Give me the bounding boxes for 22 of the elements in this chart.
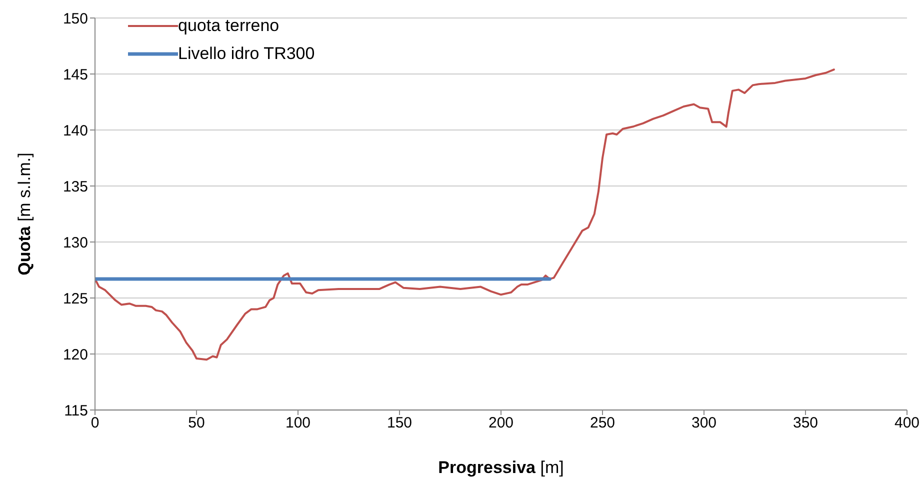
x-tick-label: 100: [285, 414, 311, 432]
y-tick-label: 140: [62, 122, 88, 140]
y-tick-label: 115: [64, 402, 88, 420]
legend-label: quota terreno: [178, 15, 280, 37]
y-tick-label: 150: [62, 10, 88, 28]
line-series: [95, 68, 835, 361]
x-tick-label: 0: [90, 414, 100, 432]
y-tick-label: 120: [62, 346, 88, 364]
y-tick-label: 125: [62, 290, 88, 308]
x-tick-label: 200: [488, 414, 514, 432]
x-tick-label: 300: [691, 414, 717, 432]
x-tick-label: 350: [792, 414, 818, 432]
x-tick-label: 250: [590, 414, 616, 432]
x-axis-title: Progressiva [m]: [438, 458, 564, 477]
y-tick-label: 145: [62, 66, 88, 84]
x-tick-label: 150: [386, 414, 412, 432]
legend-label: Livello idro TR300: [178, 43, 315, 65]
x-tick-label: 400: [894, 414, 920, 432]
y-axis-title: Quota [m s.l.m.]: [15, 152, 34, 276]
x-tick-label: 50: [188, 414, 205, 432]
y-tick-label: 135: [62, 178, 88, 196]
y-tick-label: 130: [62, 234, 88, 252]
